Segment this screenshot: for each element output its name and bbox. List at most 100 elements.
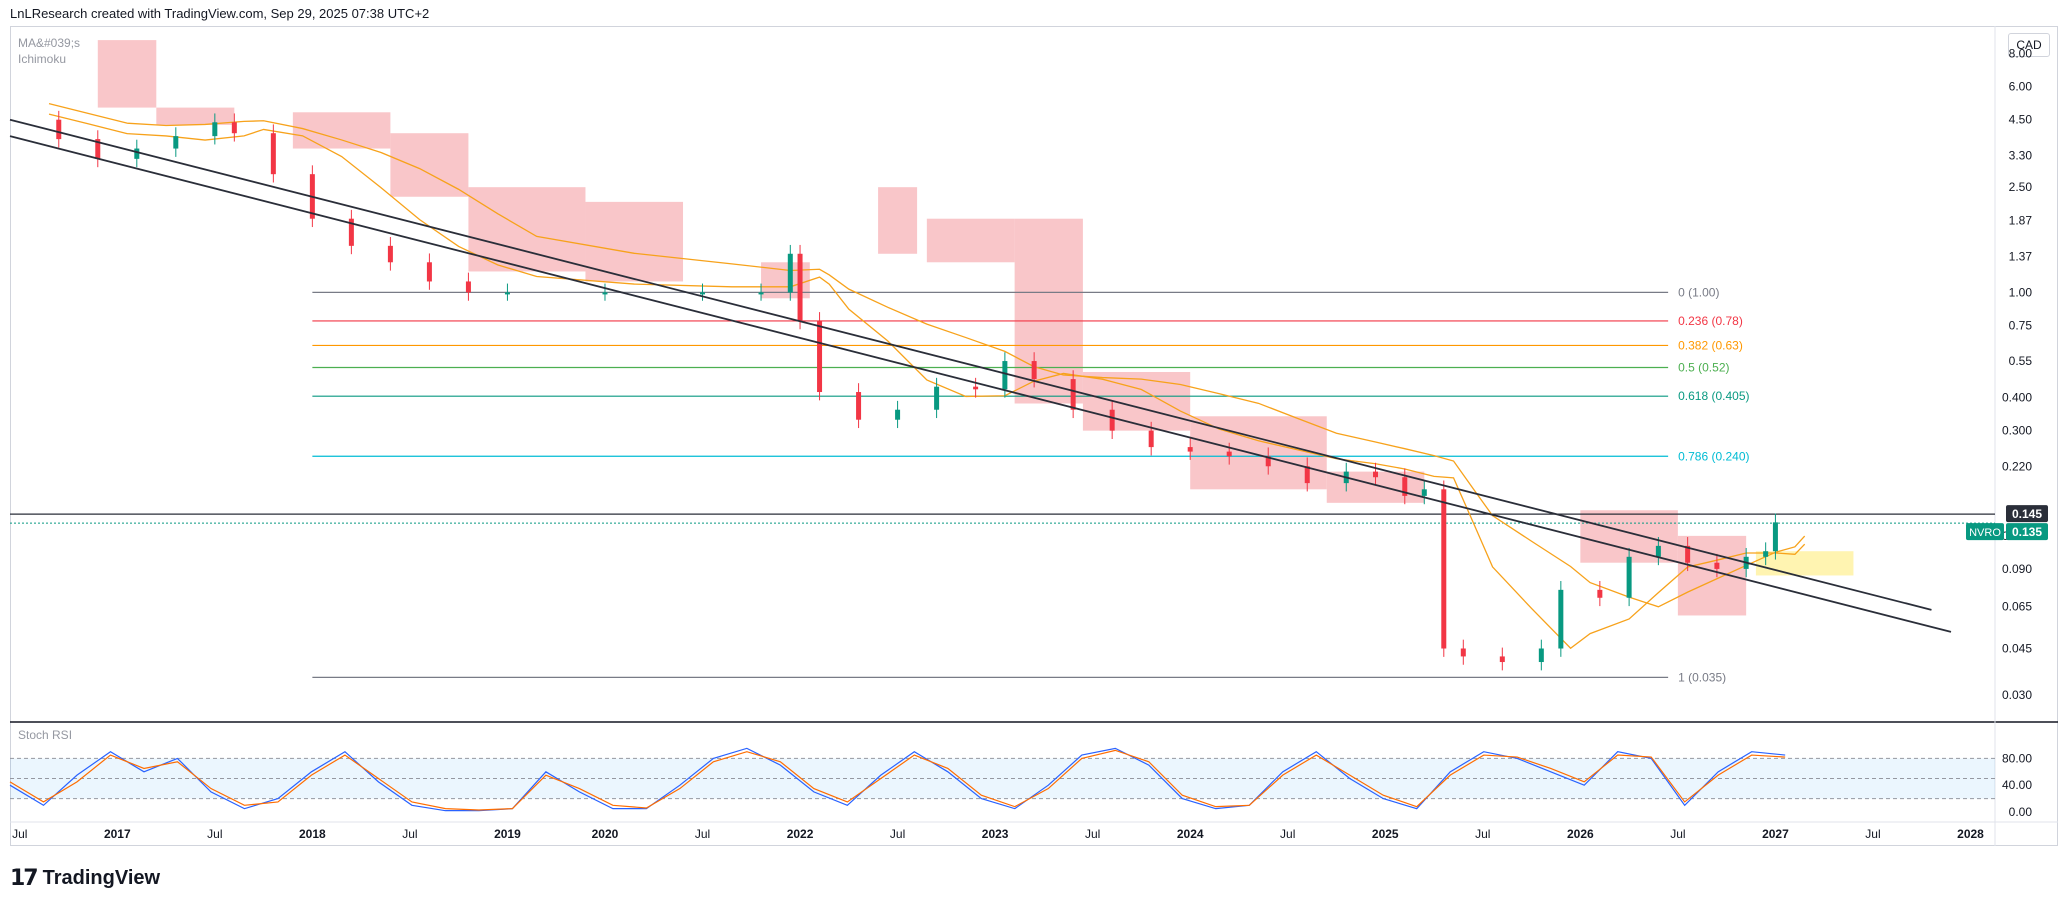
candle-body	[56, 119, 62, 140]
stoch-rsi-indicator-label[interactable]: Stoch RSI	[18, 728, 73, 742]
trendline[interactable]	[9, 135, 1952, 633]
currency-selector[interactable]: CAD	[2008, 33, 2050, 57]
fib-level-label: 0.786 (0.240)	[1678, 449, 1749, 463]
chart-frame	[10, 26, 2058, 846]
candle-body	[787, 253, 793, 293]
time-axis-label: 2018	[299, 827, 326, 841]
candle-body	[1558, 589, 1564, 649]
fib-level-label: 0.5 (0.52)	[1678, 360, 1729, 374]
candle-body	[504, 292, 510, 295]
stoch-rsi-series-line	[9, 749, 1786, 811]
price-tick-label: 0.030	[2002, 688, 2032, 702]
price-tick-label: 8.00	[2009, 47, 2033, 61]
ichimoku-cloud-segment	[1014, 218, 1083, 404]
tradingview-logo: 17 TradingView	[10, 866, 160, 891]
price-tick-label: 1.00	[2009, 285, 2033, 299]
time-axis-label: 2022	[787, 827, 814, 841]
last-price-text: 0.135	[2012, 525, 2042, 539]
price-tick-label: 0.090	[2002, 562, 2032, 576]
time-axis-label: 2026	[1567, 827, 1594, 841]
fib-level-label: 1 (0.035)	[1678, 670, 1726, 684]
time-axis-label: Jul	[402, 827, 417, 841]
candle-body	[231, 122, 237, 134]
horizontal-line-price-text: 0.145	[2012, 507, 2042, 521]
candle-body	[1226, 451, 1232, 457]
candle-body	[1441, 489, 1447, 649]
moving-average-line	[48, 113, 1806, 650]
candle-body	[700, 292, 706, 295]
symbol-badge	[1966, 523, 2004, 541]
time-axis-label: Jul	[1865, 827, 1880, 841]
price-tick-label: 0.300	[2002, 424, 2032, 438]
time-axis-label: Jul	[890, 827, 905, 841]
candle-body	[134, 148, 140, 159]
candle-body	[1655, 545, 1661, 557]
candle-body	[895, 409, 901, 420]
ichimoku-cloud-segment	[878, 187, 918, 254]
stoch-rsi-tick-label: 0.00	[2009, 805, 2033, 819]
candle-body	[1626, 556, 1632, 598]
ichimoku-future-cloud	[1755, 551, 1854, 576]
time-axis-label: Jul	[1280, 827, 1295, 841]
candle-body	[1597, 589, 1603, 598]
symbol-badge-text: NVRO	[1969, 527, 2001, 539]
price-tick-label: 1.37	[2009, 249, 2033, 263]
fib-level-label: 0.382 (0.63)	[1678, 338, 1743, 352]
candle-body	[1002, 361, 1008, 390]
price-tick-label: 0.220	[2002, 459, 2032, 473]
candle-body	[973, 386, 979, 390]
price-tick-label: 1.87	[2009, 214, 2033, 228]
candle-body	[1538, 648, 1544, 663]
price-tick-label: 0.065	[2002, 599, 2032, 613]
candle-body	[173, 136, 179, 149]
candle-body	[1373, 471, 1379, 478]
fib-level-label: 0 (1.00)	[1678, 285, 1719, 299]
ichimoku-cloud-segment	[585, 201, 684, 282]
candle-body	[1763, 551, 1769, 557]
candle-body	[1499, 656, 1505, 663]
candle-body	[1109, 409, 1115, 431]
ma-indicator-label[interactable]: MA&#039;s	[18, 36, 81, 50]
price-tick-label: 0.75	[2009, 318, 2033, 332]
ichimoku-cloud-segment	[1190, 416, 1327, 490]
candle-body	[465, 281, 471, 293]
stoch-rsi-tick-label: 80.00	[2002, 751, 2032, 765]
candle-body	[95, 139, 101, 159]
candle-body	[1714, 562, 1720, 569]
tradingview-logo-icon: 17	[10, 866, 39, 891]
ichimoku-cloud-segment	[390, 133, 469, 197]
price-tick-label: 2.50	[2009, 180, 2033, 194]
candle-body	[1421, 489, 1427, 496]
candle-body	[934, 386, 940, 410]
candle-body	[1685, 545, 1691, 563]
time-axis-label: Jul	[695, 827, 710, 841]
candle-body	[1402, 477, 1408, 496]
ichimoku-cloud-segment	[926, 218, 1015, 263]
candle-body	[348, 218, 354, 246]
candle-body	[817, 320, 823, 393]
price-tick-label: 4.50	[2009, 113, 2033, 127]
time-axis-label: 2024	[1177, 827, 1204, 841]
ichimoku-cloud-segment	[1082, 372, 1191, 431]
price-tick-label: 6.00	[2009, 80, 2033, 94]
last-price-badge	[2006, 523, 2048, 541]
tradingview-logo-text: TradingView	[42, 867, 161, 889]
chart-attribution: LnLResearch created with TradingView.com…	[10, 6, 430, 21]
stoch-rsi-tick-label: 40.00	[2002, 778, 2032, 792]
candle-body	[1304, 466, 1310, 484]
candle-body	[1148, 430, 1154, 448]
candle-body	[856, 392, 862, 420]
trendline[interactable]	[9, 118, 1932, 611]
candle-body	[212, 122, 218, 137]
time-axis-label: Jul	[1085, 827, 1100, 841]
candle-body	[1772, 522, 1778, 552]
moving-average-line	[48, 103, 1806, 608]
horizontal-line-price-badge	[2006, 505, 2048, 523]
ichimoku-indicator-label[interactable]: Ichimoku	[18, 52, 67, 66]
stoch-rsi-series-line	[9, 747, 1786, 812]
candle-body	[270, 133, 276, 175]
candle-body	[1460, 648, 1466, 657]
time-axis-label: Jul	[1670, 827, 1685, 841]
ichimoku-cloud-segment	[97, 40, 157, 108]
